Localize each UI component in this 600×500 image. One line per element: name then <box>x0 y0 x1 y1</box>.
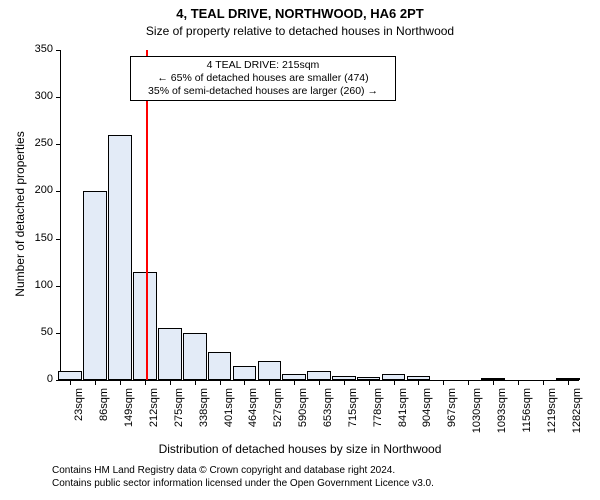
histogram-bar <box>233 366 257 380</box>
chart-title: 4, TEAL DRIVE, NORTHWOOD, HA6 2PT <box>0 6 600 21</box>
x-tick-label: 23sqm <box>73 388 85 438</box>
annotation-line1: 4 TEAL DRIVE: 215sqm <box>133 59 393 72</box>
y-tick <box>56 286 61 287</box>
x-tick-label: 778sqm <box>372 388 384 438</box>
annotation-line3: 35% of semi-detached houses are larger (… <box>133 85 393 98</box>
y-tick <box>56 50 61 51</box>
x-tick <box>543 380 544 385</box>
histogram-bar <box>58 371 82 380</box>
footer-line1: Contains HM Land Registry data © Crown c… <box>52 465 395 476</box>
x-tick <box>120 380 121 385</box>
y-tick <box>56 144 61 145</box>
x-tick <box>319 380 320 385</box>
x-tick <box>220 380 221 385</box>
x-tick-label: 86sqm <box>98 388 110 438</box>
y-tick-label: 50 <box>25 326 53 338</box>
x-tick <box>95 380 96 385</box>
y-tick-label: 250 <box>25 137 53 149</box>
x-tick-label: 715sqm <box>347 388 359 438</box>
x-tick-label: 1093sqm <box>496 388 508 438</box>
x-tick <box>170 380 171 385</box>
histogram-bar <box>258 361 282 380</box>
x-tick-label: 1219sqm <box>546 388 558 438</box>
x-tick <box>418 380 419 385</box>
y-tick-label: 200 <box>25 184 53 196</box>
chart-container: 4, TEAL DRIVE, NORTHWOOD, HA6 2PT Size o… <box>0 0 600 500</box>
histogram-bar <box>108 135 132 380</box>
y-tick <box>56 380 61 381</box>
y-axis-label: Number of detached properties <box>13 64 27 364</box>
histogram-bar <box>83 191 107 380</box>
x-tick-label: 904sqm <box>421 388 433 438</box>
histogram-bar <box>133 272 157 380</box>
x-tick <box>443 380 444 385</box>
x-axis-label: Distribution of detached houses by size … <box>0 442 600 456</box>
x-tick-label: 338sqm <box>198 388 210 438</box>
x-tick-label: 1156sqm <box>521 388 533 438</box>
y-tick <box>56 333 61 334</box>
x-tick-label: 1030sqm <box>471 388 483 438</box>
x-tick <box>369 380 370 385</box>
x-tick <box>294 380 295 385</box>
x-tick-label: 464sqm <box>247 388 259 438</box>
x-tick <box>468 380 469 385</box>
x-tick-label: 212sqm <box>148 388 160 438</box>
x-tick-label: 527sqm <box>272 388 284 438</box>
x-tick-label: 967sqm <box>446 388 458 438</box>
annotation-line2: ← 65% of detached houses are smaller (47… <box>133 72 393 85</box>
x-tick <box>493 380 494 385</box>
x-tick-label: 149sqm <box>123 388 135 438</box>
x-tick-label: 401sqm <box>223 388 235 438</box>
x-tick-label: 275sqm <box>173 388 185 438</box>
y-tick <box>56 97 61 98</box>
histogram-bar <box>158 328 182 380</box>
y-tick-label: 100 <box>25 279 53 291</box>
x-tick-label: 590sqm <box>297 388 309 438</box>
x-tick <box>344 380 345 385</box>
x-tick <box>145 380 146 385</box>
histogram-bar <box>307 371 331 380</box>
y-tick-label: 150 <box>25 232 53 244</box>
y-tick-label: 300 <box>25 90 53 102</box>
y-tick-label: 0 <box>25 373 53 385</box>
x-tick <box>568 380 569 385</box>
x-tick <box>195 380 196 385</box>
footer-line2: Contains public sector information licen… <box>52 478 434 489</box>
x-tick <box>269 380 270 385</box>
y-tick <box>56 191 61 192</box>
annotation-box: 4 TEAL DRIVE: 215sqm ← 65% of detached h… <box>130 56 396 101</box>
x-tick-label: 653sqm <box>322 388 334 438</box>
histogram-bar <box>183 333 207 380</box>
y-tick <box>56 239 61 240</box>
x-tick <box>244 380 245 385</box>
x-tick <box>518 380 519 385</box>
chart-subtitle: Size of property relative to detached ho… <box>0 24 600 38</box>
histogram-bar <box>208 352 232 380</box>
y-tick-label: 350 <box>25 43 53 55</box>
x-tick-label: 1282sqm <box>571 388 583 438</box>
x-tick <box>70 380 71 385</box>
x-tick <box>394 380 395 385</box>
x-tick-label: 841sqm <box>397 388 409 438</box>
